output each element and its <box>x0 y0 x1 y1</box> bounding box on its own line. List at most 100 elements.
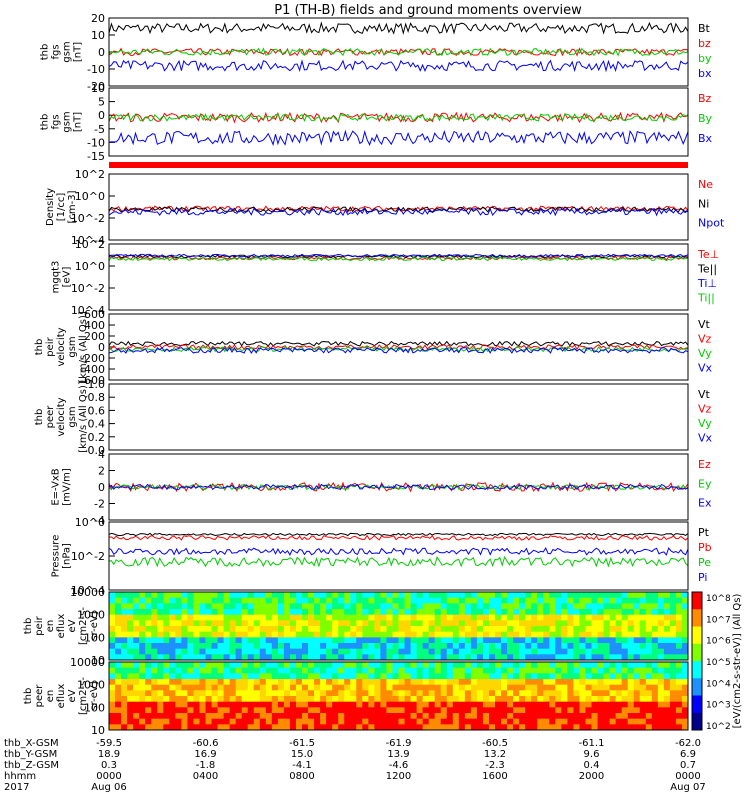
heatmap-cell <box>157 648 164 655</box>
heatmap-cell <box>247 614 255 621</box>
heatmap-cell <box>295 696 303 703</box>
heatmap-cell <box>488 614 496 621</box>
heatmap-cell <box>235 684 243 691</box>
colorbar-segment <box>692 609 702 627</box>
heatmap-cell <box>464 673 472 680</box>
y-tick-label: 10^2 <box>75 238 105 251</box>
heatmap-cell <box>380 614 387 621</box>
heatmap-cell <box>169 643 176 650</box>
y-axis-label: thbfgsgsm[nT] <box>40 111 84 132</box>
heatmap-cell <box>561 643 568 650</box>
heatmap-cell <box>283 696 291 703</box>
heatmap-cell <box>603 662 611 669</box>
heatmap-cell <box>368 609 375 616</box>
heatmap-cell <box>657 707 665 714</box>
heatmap-cell <box>145 614 152 621</box>
heatmap-cell <box>181 673 188 680</box>
heatmap-cell <box>434 654 442 661</box>
heatmap-cell <box>374 631 381 638</box>
heatmap-cell <box>247 643 255 650</box>
heatmap-cell <box>121 724 128 731</box>
heatmap-cell <box>422 662 430 669</box>
heatmap-cell <box>621 592 629 599</box>
heatmap-cell <box>302 724 309 731</box>
heatmap-cell <box>181 684 188 691</box>
heatmap-cell <box>543 673 550 680</box>
heatmap-cell <box>482 679 490 686</box>
heatmap-cell <box>181 609 188 616</box>
heatmap-cell <box>205 603 213 610</box>
heatmap-cell <box>591 684 599 691</box>
heatmap-cell <box>187 690 194 697</box>
heatmap-cell <box>519 662 526 669</box>
heatmap-cell <box>531 679 538 686</box>
heatmap-cell <box>265 673 273 680</box>
heatmap-cell <box>265 597 273 604</box>
heatmap-cell <box>241 609 249 616</box>
heatmap-cell <box>428 597 436 604</box>
heatmap-cell <box>507 609 514 616</box>
heatmap-cell <box>579 679 586 686</box>
heatmap-cell <box>223 684 231 691</box>
heatmap-cell <box>308 643 315 650</box>
heatmap-cell <box>151 718 158 725</box>
heatmap-cell <box>175 684 182 691</box>
heatmap-cell <box>482 713 490 720</box>
heatmap-cell <box>386 626 393 633</box>
heatmap-cell <box>434 643 442 650</box>
heatmap-cell <box>374 597 381 604</box>
heatmap-cell <box>145 620 152 627</box>
heatmap-cell <box>314 592 321 599</box>
legend-label: By <box>698 112 713 125</box>
heatmap-cell <box>669 662 677 669</box>
heatmap-cell <box>320 609 327 616</box>
heatmap-cell <box>549 701 556 708</box>
heatmap-cell <box>157 673 164 680</box>
heatmap-cell <box>386 609 393 616</box>
heatmap-cell <box>663 631 671 638</box>
heatmap-cell <box>338 662 345 669</box>
heatmap-cell <box>410 637 418 644</box>
heatmap-cell <box>283 673 291 680</box>
y-tick-label: 0 <box>98 46 105 59</box>
heatmap-cell <box>368 614 375 621</box>
heatmap-cell <box>663 626 671 633</box>
heatmap-cell <box>145 690 152 697</box>
heatmap-cell <box>398 648 406 655</box>
heatmap-cell <box>139 637 146 644</box>
heatmap-cell <box>235 614 243 621</box>
heatmap-cell <box>374 679 381 686</box>
y-axis-label-line: [eV] <box>62 267 73 288</box>
heatmap-cell <box>392 643 399 650</box>
heatmap-cell <box>217 684 225 691</box>
heatmap-cell <box>519 614 526 621</box>
heatmap-cell <box>271 718 279 725</box>
heatmap-cell <box>464 654 472 661</box>
heatmap-cell <box>482 707 490 714</box>
heatmap-cell <box>537 648 544 655</box>
heatmap-cell <box>356 673 363 680</box>
heatmap-cell <box>332 603 339 610</box>
heatmap-cell <box>356 631 363 638</box>
heatmap-cell <box>645 614 653 621</box>
heatmap-cell <box>675 620 683 627</box>
heatmap-cell <box>283 701 291 708</box>
heatmap-cell <box>585 696 592 703</box>
heatmap-cell <box>253 626 261 633</box>
heatmap-cell <box>398 597 406 604</box>
heatmap-cell <box>501 603 508 610</box>
heatmap-cell <box>633 690 641 697</box>
heatmap-cell <box>115 724 122 731</box>
heatmap-cell <box>555 603 562 610</box>
y-axis-label-line: [nT] <box>73 42 84 62</box>
legend-label: Pt <box>698 526 710 539</box>
heatmap-cell <box>392 684 399 691</box>
heatmap-cell <box>326 724 333 731</box>
x-tick-value: -4.6 <box>389 760 409 771</box>
heatmap-cell <box>253 592 261 599</box>
heatmap-cell <box>235 718 243 725</box>
heatmap-cell <box>283 718 291 725</box>
heatmap-cell <box>495 707 502 714</box>
heatmap-cell <box>265 684 273 691</box>
heatmap-cell <box>615 643 623 650</box>
